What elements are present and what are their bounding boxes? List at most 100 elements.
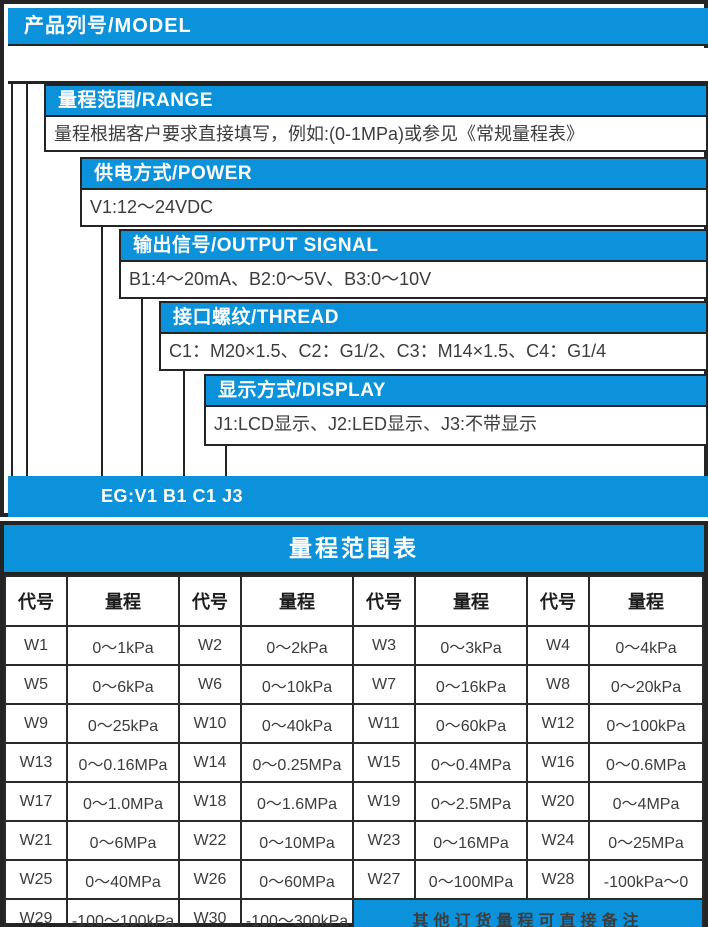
range-code-cell: W21 [4,820,68,861]
table-row: W9 0～25kPa W10 0～40kPa W11 0～60kPa W12 0～100kPa [4,703,704,744]
range-value-cell: 0～40kPa [240,703,354,744]
example-code-bar: EG:V1 B1 C1 J3 [8,476,708,517]
section-range: 量程范围/RANGE 量程根据客户要求直接填写，例如:(0-1MPa)或参见《常… [44,84,708,152]
range-code-cell: W13 [4,742,68,783]
section-power: 供电方式/POWER V1:12～24VDC [80,157,708,227]
header-cell-code: 代号 [4,575,68,627]
header-cell-range: 量程 [240,575,354,627]
range-table-panel: 量程范围表 代号 量程 代号 量程 代号 量程 代号 量程 [0,521,708,927]
range-value-cell: -100～100kPa [66,898,180,927]
model-title: 产品列号/MODEL [24,15,192,37]
range-value-cell: 0～0.4MPa [414,742,528,783]
example-code: EG:V1 B1 C1 J3 [101,486,244,506]
header-cell-range: 量程 [66,575,180,627]
range-code-cell: W25 [4,859,68,900]
other-range-note-cell: 其他订货量程可直接备注 [352,898,704,927]
range-table: 代号 量程 代号 量程 代号 量程 代号 量程 W1 0～1kPa W2 0～2kPa… [4,575,704,927]
section-output-signal-header: 输出信号/OUTPUT SIGNAL [121,231,706,262]
range-code-cell: W26 [178,859,242,900]
range-code-cell: W9 [4,703,68,744]
range-code-cell: W8 [526,664,590,705]
range-value-cell: -100～300kPa [240,898,354,927]
range-code-cell: W16 [526,742,590,783]
table-row: W29 -100～100kPa W30 -100～300kPa 其他订货量程可直接备注 [4,898,704,927]
range-code-cell: W28 [526,859,590,900]
range-value-cell: 0～40MPa [66,859,180,900]
section-range-options: 量程根据客户要求直接填写，例如:(0-1MPa)或参见《常规量程表》 [54,124,585,144]
model-selection-diagram: 产品列号/MODEL 量程范围/RANGE 量程根据客户要求直接填写，例如:(0… [0,0,708,517]
range-code-cell: W4 [526,625,590,666]
section-output-signal: 输出信号/OUTPUT SIGNAL B1:4～20mA、B2:0～5V、B3:… [119,229,708,299]
range-value-cell: 0～6MPa [66,820,180,861]
range-value-cell: 0～2.5MPa [414,781,528,822]
section-display: 显示方式/DISPLAY J1:LCD显示、J2:LED显示、J3:不带显示 [204,374,708,446]
section-thread-header: 接口螺纹/THREAD [161,303,706,334]
section-power-header: 供电方式/POWER [82,159,706,190]
range-code-cell: W15 [352,742,416,783]
range-table-title-bar: 量程范围表 [4,525,704,575]
range-code-cell: W14 [178,742,242,783]
section-display-label: 显示方式/DISPLAY [218,380,386,401]
range-code-cell: W10 [178,703,242,744]
table-row: W5 0～6kPa W6 0～10kPa W7 0～16kPa W8 0～20kPa [4,664,704,705]
range-table-header-row: 代号 量程 代号 量程 代号 量程 代号 量程 [4,575,704,627]
range-value-cell: 0～10kPa [240,664,354,705]
connector-line [101,227,103,476]
range-code-cell: W7 [352,664,416,705]
range-code-cell: W12 [526,703,590,744]
header-cell-code: 代号 [178,575,242,627]
range-value-cell: 0～100kPa [588,703,704,744]
section-range-label: 量程范围/RANGE [58,90,213,111]
connector-line [141,299,143,476]
header-cell-range: 量程 [414,575,528,627]
range-value-cell: 0～4MPa [588,781,704,822]
range-table-title: 量程范围表 [289,535,419,561]
range-value-cell: 0～2kPa [240,625,354,666]
range-value-cell: 0～100MPa [414,859,528,900]
range-value-cell: 0～25kPa [66,703,180,744]
range-value-cell: 0～60MPa [240,859,354,900]
range-code-cell: W6 [178,664,242,705]
header-cell-code: 代号 [526,575,590,627]
range-code-cell: W27 [352,859,416,900]
range-value-cell: 0～16MPa [414,820,528,861]
range-value-cell: 0～25MPa [588,820,704,861]
range-code-cell: W22 [178,820,242,861]
connector-line [225,446,227,476]
section-thread: 接口螺纹/THREAD C1：M20×1.5、C2：G1/2、C3：M14×1.… [159,301,708,371]
header-cell-range: 量程 [588,575,704,627]
header-cell-code: 代号 [352,575,416,627]
section-display-options: J1:LCD显示、J2:LED显示、J3:不带显示 [214,414,538,434]
range-value-cell: 0～1kPa [66,625,180,666]
range-value-cell: 0～0.6MPa [588,742,704,783]
range-code-cell: W11 [352,703,416,744]
range-code-cell: W3 [352,625,416,666]
table-row: W25 0～40MPa W26 0～60MPa W27 0～100MPa W28 -100kP… [4,859,704,900]
table-row: W21 0～6MPa W22 0～10MPa W23 0～16MPa W24 0～25MPa [4,820,704,861]
range-value-cell: 0～6kPa [66,664,180,705]
section-output-signal-label: 输出信号/OUTPUT SIGNAL [133,235,379,256]
range-code-cell: W19 [352,781,416,822]
table-row: W13 0～0.16MPa W14 0～0.25MPa W15 0～0.4MPa W16 0～… [4,742,704,783]
range-value-cell: -100kPa～0 [588,859,704,900]
section-thread-options: C1：M20×1.5、C2：G1/2、C3：M14×1.5、C4：G1/4 [169,341,607,361]
section-power-options: V1:12～24VDC [90,197,214,217]
range-code-cell: W20 [526,781,590,822]
range-code-cell: W17 [4,781,68,822]
range-code-cell: W29 [4,898,68,927]
range-value-cell: 0～1.0MPa [66,781,180,822]
section-display-header: 显示方式/DISPLAY [206,376,706,407]
connector-line [26,84,28,476]
range-value-cell: 0～0.16MPa [66,742,180,783]
section-power-label: 供电方式/POWER [94,163,253,184]
range-code-cell: W5 [4,664,68,705]
table-row: W17 0～1.0MPa W18 0～1.6MPa W19 0～2.5MPa W20 0～4M… [4,781,704,822]
range-value-cell: 0～0.25MPa [240,742,354,783]
connector-line [11,84,13,476]
range-value-cell: 0～20kPa [588,664,704,705]
range-code-cell: W1 [4,625,68,666]
range-value-cell: 0～10MPa [240,820,354,861]
model-code-blank-field [8,48,708,84]
range-code-cell: W18 [178,781,242,822]
